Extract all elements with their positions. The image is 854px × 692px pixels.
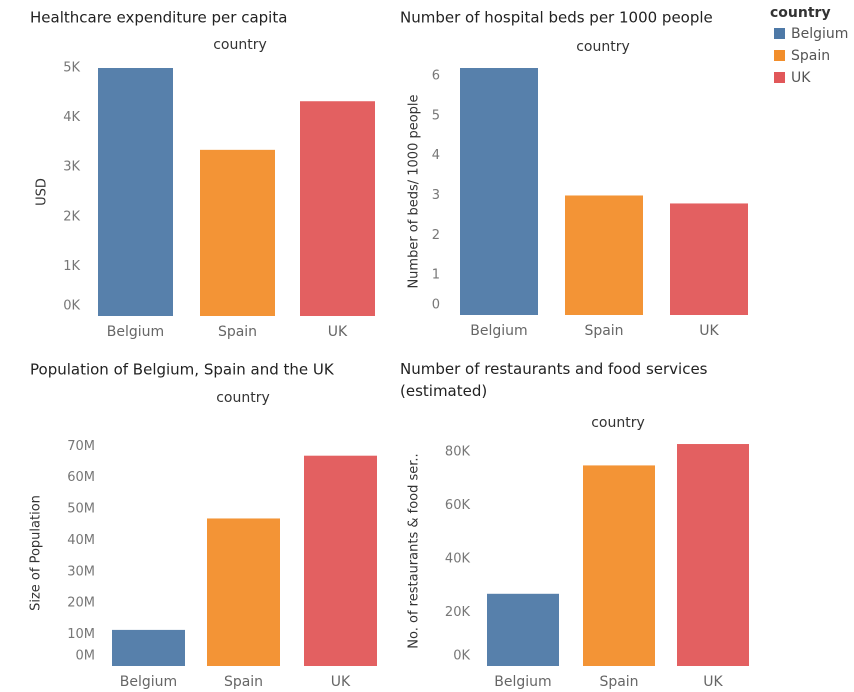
column-header: country — [576, 39, 630, 55]
y-tick-label: 0K — [453, 649, 470, 664]
x-tick-label: UK — [703, 674, 723, 690]
bar — [300, 101, 375, 317]
bar — [207, 518, 280, 666]
x-tick-label: Belgium — [470, 323, 527, 339]
x-tick-label: Belgium — [494, 674, 551, 690]
x-tick-label: Belgium — [120, 674, 177, 690]
y-tick-label: 40K — [445, 552, 471, 567]
bar — [565, 195, 643, 315]
bar — [200, 149, 275, 316]
y-tick-label: 10M — [67, 627, 95, 642]
bar — [487, 593, 559, 666]
chart-title: Healthcare expenditure per capita — [30, 9, 287, 27]
chart-title-box: Number of restaurants and food services … — [400, 360, 708, 400]
y-tick-label: 20M — [67, 596, 95, 611]
y-tick-label: 60M — [67, 470, 95, 485]
legend-swatch — [774, 28, 785, 39]
x-tick-label: Spain — [599, 674, 638, 690]
y-tick-label: 5K — [63, 61, 80, 76]
y-tick-label: 40M — [67, 533, 95, 548]
legend-label: Belgium — [791, 26, 848, 42]
y-tick-label: 1 — [432, 268, 440, 283]
y-tick-label: 5 — [432, 108, 440, 123]
y-tick-label: 0 — [432, 298, 440, 313]
x-tick-label: Belgium — [107, 324, 164, 340]
y-axis-label: Size of Population — [29, 495, 44, 611]
y-tick-label: 1K — [63, 259, 80, 274]
legend-label: UK — [791, 70, 811, 86]
y-axis-label: No. of restaurants & food ser.. — [407, 453, 422, 648]
x-tick-label: UK — [328, 324, 348, 340]
legend-swatch — [774, 50, 785, 61]
column-header: country — [213, 37, 267, 53]
legend-title: country — [770, 5, 831, 21]
bar — [112, 629, 185, 666]
y-tick-label: 0K — [63, 299, 80, 314]
y-tick-label: 70M — [67, 439, 95, 454]
bar — [670, 203, 748, 315]
column-header: country — [591, 415, 645, 431]
x-tick-label: UK — [331, 674, 351, 690]
bar — [304, 455, 377, 666]
x-tick-label: Spain — [584, 323, 623, 339]
bar — [460, 68, 538, 315]
y-tick-label: 80K — [445, 445, 471, 460]
column-header: country — [216, 390, 270, 406]
y-axis-label: USD — [35, 178, 50, 206]
y-tick-label: 3K — [63, 160, 80, 175]
y-tick-label: 2K — [63, 209, 80, 224]
y-tick-label: 4 — [432, 148, 440, 163]
y-tick-label: 2 — [432, 228, 440, 243]
y-tick-label: 50M — [67, 502, 95, 517]
y-tick-label: 3 — [432, 188, 440, 203]
bar — [583, 465, 655, 666]
x-tick-label: UK — [699, 323, 719, 339]
y-tick-label: 60K — [445, 498, 471, 513]
y-tick-label: 4K — [63, 110, 80, 125]
legend-label: Spain — [791, 48, 830, 64]
y-tick-label: 0M — [76, 649, 96, 664]
chart-title: Number of hospital beds per 1000 people — [400, 9, 713, 27]
bar — [677, 444, 749, 666]
x-tick-label: Spain — [224, 674, 263, 690]
y-tick-label: 6 — [432, 68, 440, 83]
chart-title: Number of restaurants and food services … — [400, 360, 708, 400]
y-axis-label: Number of beds/ 1000 people — [407, 94, 422, 288]
x-tick-label: Spain — [218, 324, 257, 340]
legend-swatch — [774, 72, 785, 83]
bar — [98, 68, 173, 316]
y-tick-label: 20K — [445, 605, 471, 620]
chart-title: Population of Belgium, Spain and the UK — [30, 361, 335, 379]
y-tick-label: 30M — [67, 564, 95, 579]
